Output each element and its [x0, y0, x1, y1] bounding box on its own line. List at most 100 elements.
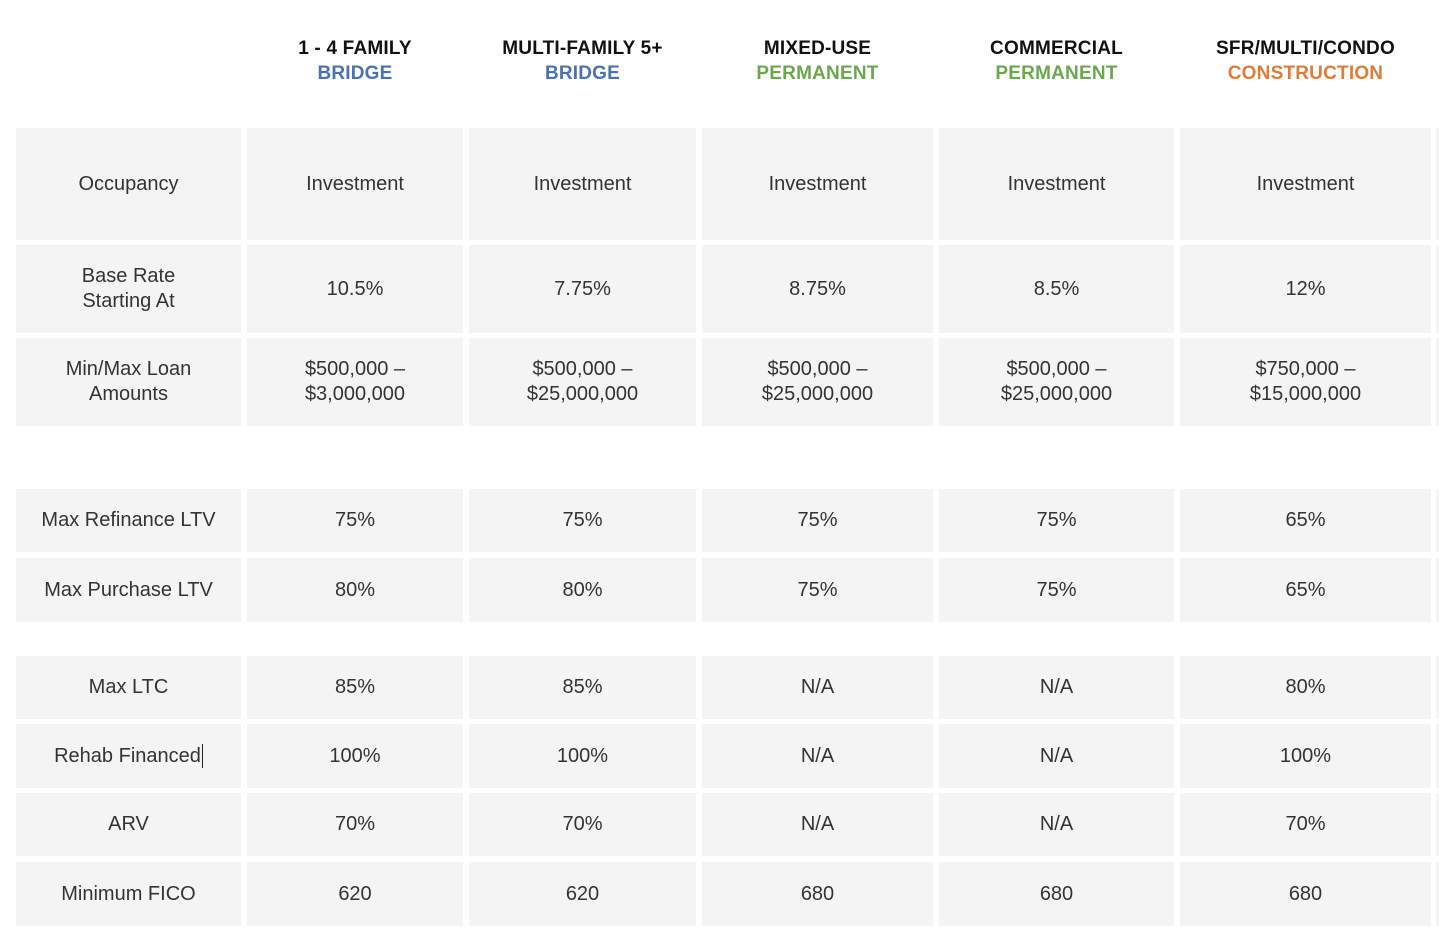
cell-value: $25,000,000 [526, 383, 639, 405]
table-cell: 65% [1180, 558, 1431, 622]
cell-value: N/A [1039, 813, 1074, 835]
table-cell: $500,000 – $25,000,000 [469, 338, 696, 426]
table-cell: N/A [702, 724, 933, 788]
column-loan-type: CONSTRUCTION [1227, 63, 1384, 84]
row-label-text: Occupancy [78, 172, 179, 195]
cell-value: N/A [800, 744, 835, 767]
cell-value: 680 [1288, 882, 1323, 905]
next-column-edge [1436, 489, 1439, 552]
column-name: SFR/MULTI/CONDO [1216, 38, 1395, 59]
row-label-cell: Minimum FICO [16, 862, 241, 926]
cell-value: Investment [533, 172, 632, 195]
cell-value: 8.75% [789, 277, 846, 300]
cell-value: $500,000 – [1006, 358, 1107, 380]
column-loan-type: PERMANENT [756, 63, 879, 84]
cell-value: 80% [1285, 676, 1326, 698]
column-header-1: 1 - 4 FAMILY BRIDGE [247, 36, 463, 86]
cell-value: 75% [1036, 509, 1077, 531]
cell-value: 75% [797, 509, 838, 531]
row-label-text: Max Purchase LTV [44, 578, 213, 601]
cell-value: 100% [1279, 744, 1332, 767]
column-loan-type: BRIDGE [544, 63, 621, 84]
cell-value: N/A [1039, 744, 1074, 767]
row-label-text: Amounts [89, 383, 168, 405]
table-cell: $500,000 – $3,000,000 [247, 338, 463, 426]
row-label-cell: Rehab Financed [16, 724, 241, 788]
column-header-3: MIXED-USE PERMANENT [702, 36, 933, 86]
table-cell: 12% [1180, 245, 1431, 333]
cell-value: $500,000 – [532, 358, 633, 380]
table-cell: 8.75% [702, 245, 933, 333]
cell-value: Investment [768, 172, 867, 195]
table-cell: Investment [469, 128, 696, 240]
column-loan-type: BRIDGE [317, 63, 393, 84]
cell-value: N/A [800, 676, 835, 698]
cell-value: 65% [1285, 509, 1326, 531]
cell-value: 85% [334, 676, 376, 698]
table-cell: 75% [247, 489, 463, 552]
row-label-text: Base Rate [81, 265, 176, 287]
table-cell: 100% [1180, 724, 1431, 788]
row-label-cell: Max Refinance LTV [16, 489, 241, 552]
cell-value: 8.5% [1033, 277, 1080, 300]
table-cell: 75% [469, 489, 696, 552]
table-cell: 100% [247, 724, 463, 788]
cell-value: 75% [797, 578, 838, 601]
text-cursor [201, 744, 203, 769]
table-cell: 70% [469, 793, 696, 856]
table-cell: N/A [939, 724, 1174, 788]
table-cell: Investment [1180, 128, 1431, 240]
row-label-cell: Min/Max Loan Amounts [16, 338, 241, 426]
cell-value: 620 [338, 882, 372, 905]
next-column-edge [1436, 128, 1439, 240]
cell-value: 70% [562, 813, 603, 835]
table-cell: 75% [702, 558, 933, 622]
table-cell: 680 [939, 862, 1174, 926]
table-cell: 70% [247, 793, 463, 856]
table-cell: 620 [469, 862, 696, 926]
cell-value: $15,000,000 [1249, 383, 1362, 405]
row-label-cell: Max Purchase LTV [16, 558, 241, 622]
table-cell: 100% [469, 724, 696, 788]
next-column-edge [1436, 793, 1439, 856]
column-header-2: MULTI-FAMILY 5+ BRIDGE [469, 36, 696, 86]
cell-value: 10.5% [326, 277, 384, 300]
column-header-4: COMMERCIAL PERMANENT [939, 36, 1174, 86]
cell-value: N/A [800, 813, 835, 835]
cell-value: 100% [556, 744, 609, 767]
row-label-text: Minimum FICO [61, 882, 196, 905]
table-cell: 85% [469, 656, 696, 719]
next-column-edge [1436, 338, 1439, 426]
cell-value: 100% [329, 744, 381, 767]
cell-value: Investment [306, 172, 404, 195]
table-cell: Investment [702, 128, 933, 240]
cell-value: Investment [1007, 172, 1106, 195]
next-column-edge [1436, 724, 1439, 788]
cell-value: 12% [1285, 277, 1326, 300]
table-cell: 75% [939, 489, 1174, 552]
row-label-text: Rehab Financed [54, 744, 203, 769]
cell-value: 75% [334, 509, 376, 531]
cell-value: $750,000 – [1255, 358, 1356, 380]
table-cell: N/A [702, 793, 933, 856]
cell-value: Investment [1256, 172, 1355, 195]
table-header-row: 1 - 4 FAMILY BRIDGE MULTI-FAMILY 5+ BRIDGE M… [0, 36, 1439, 96]
table-cell: $750,000 – $15,000,000 [1180, 338, 1431, 426]
table-cell: $500,000 – $25,000,000 [939, 338, 1174, 426]
table-cell: Investment [939, 128, 1174, 240]
cell-value: $500,000 – [767, 358, 868, 380]
row-label-cell: Base Rate Starting At [16, 245, 241, 333]
cell-value: $25,000,000 [1000, 383, 1113, 405]
cell-value: 620 [565, 882, 600, 905]
table-cell: 10.5% [247, 245, 463, 333]
cell-value: 680 [800, 882, 835, 905]
row-label-text: Max LTC [88, 676, 169, 698]
cell-value: 85% [562, 676, 603, 698]
row-label-cell: ARV [16, 793, 241, 856]
next-column-edge [1436, 558, 1439, 622]
table-cell: 65% [1180, 489, 1431, 552]
cell-value: 65% [1285, 578, 1326, 601]
cell-value: 70% [334, 813, 376, 835]
column-name: MULTI-FAMILY 5+ [502, 38, 663, 59]
table-cell: 680 [702, 862, 933, 926]
